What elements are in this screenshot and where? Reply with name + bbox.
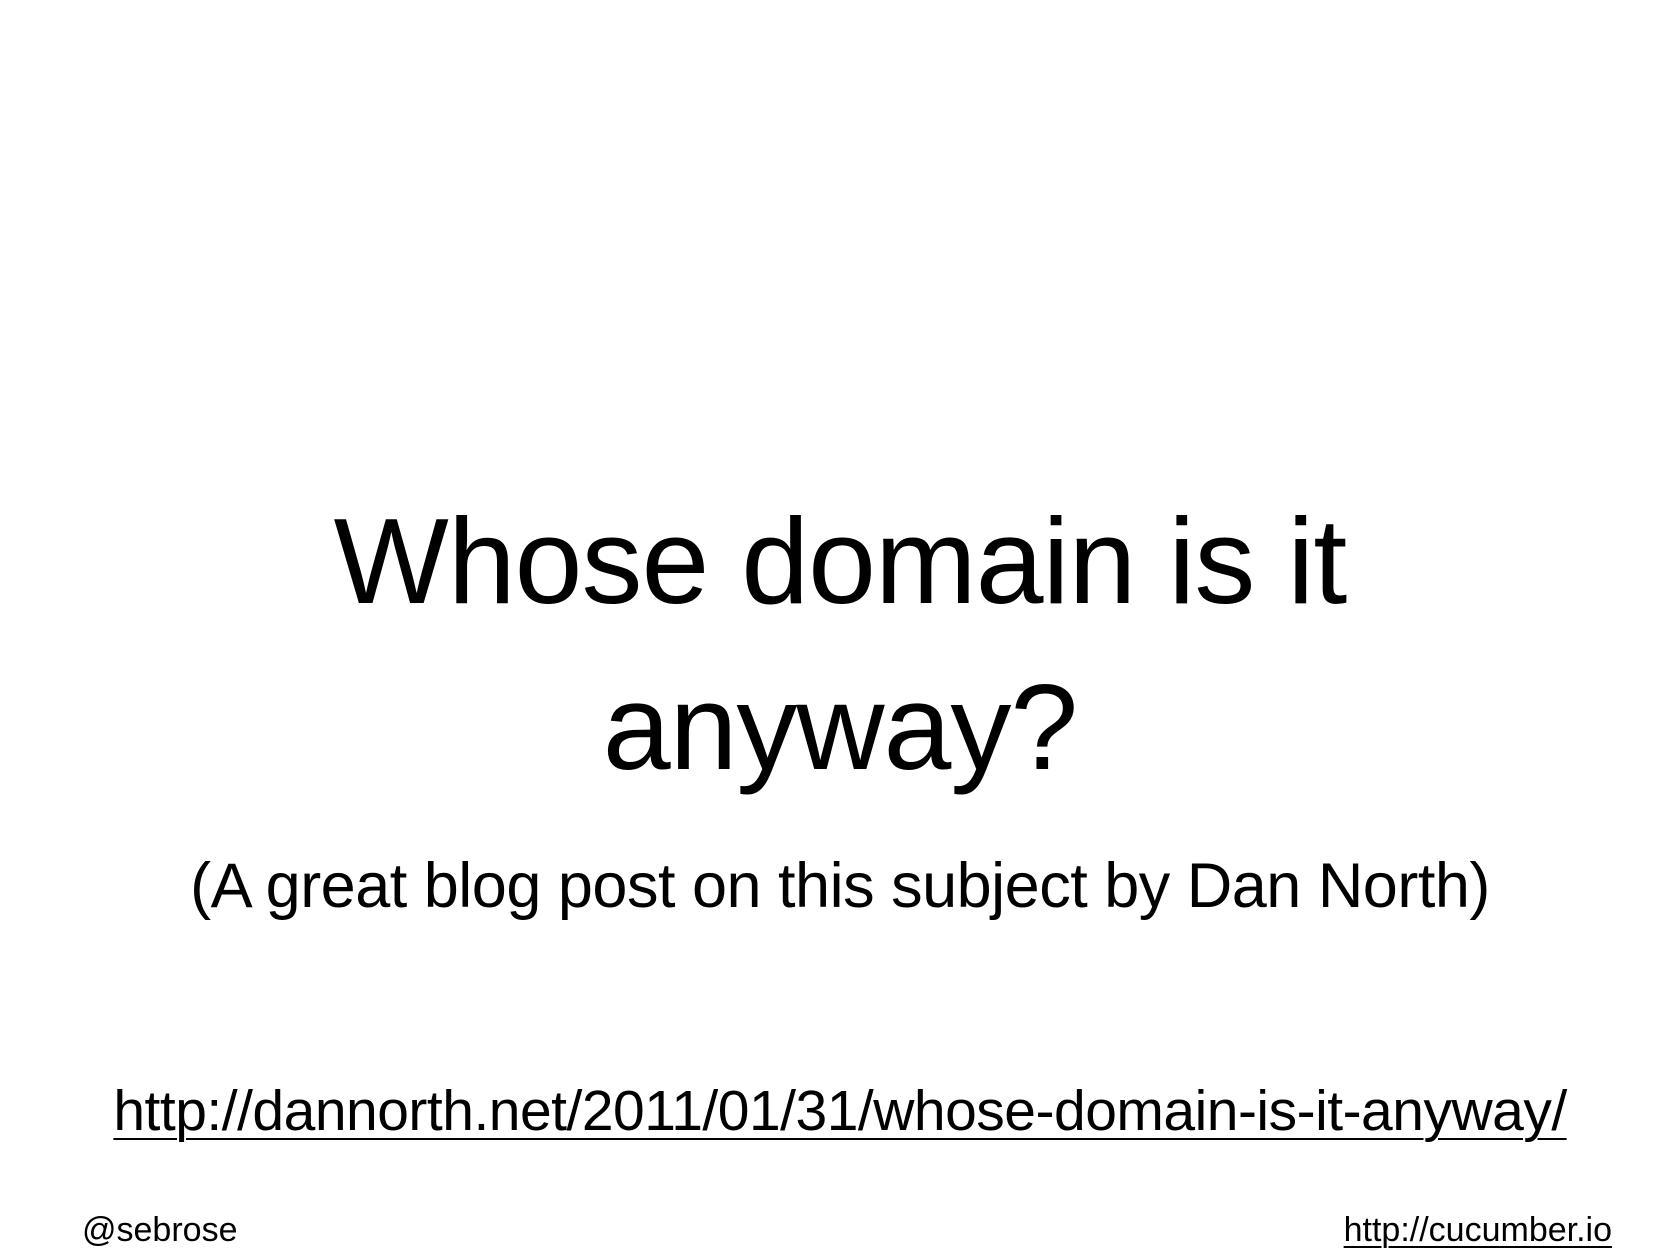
slide-subtitle: (A great blog post on this subject by Da… [190, 851, 1490, 921]
author-handle: @sebrose [82, 1211, 238, 1249]
blog-post-link[interactable]: http://dannorth.net/2011/01/31/whose-dom… [113, 1079, 1567, 1143]
slide-title-line-1: Whose domain is it [333, 493, 1348, 629]
slide-title-line-2: anyway? [602, 659, 1079, 795]
cucumber-site-link[interactable]: http://cucumber.io [1343, 1211, 1612, 1249]
slide-title: Whose domain is it anyway? [140, 478, 1540, 810]
